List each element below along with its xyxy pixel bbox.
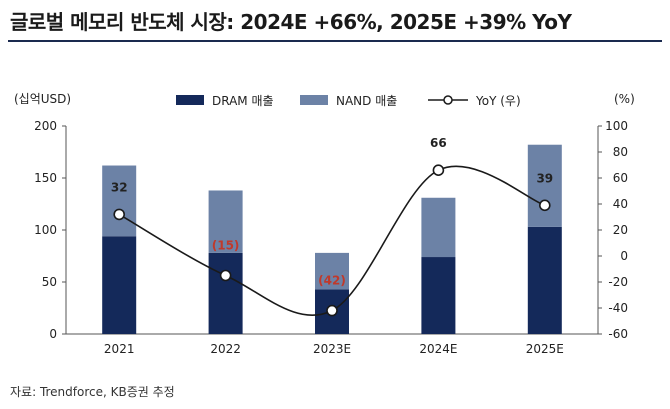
right-tick-label: 100: [605, 119, 628, 133]
legend-dram-swatch: [176, 95, 204, 105]
left-tick-label: 150: [34, 171, 57, 185]
dram-bar: [102, 236, 137, 334]
right-tick-label: 0: [620, 249, 628, 263]
left-axis-label: (십억USD): [14, 92, 71, 106]
right-tick-label: 20: [613, 223, 628, 237]
right-tick-label: -40: [608, 301, 628, 315]
legend-dram-label: DRAM 매출: [212, 94, 274, 108]
left-tick-label: 100: [34, 223, 57, 237]
legend-yoy-label: YoY (우): [475, 94, 521, 108]
x-tick-label: 2025E: [526, 342, 564, 356]
yoy-point: [538, 199, 551, 212]
x-tick-label: 2023E: [313, 342, 351, 356]
nand-bar: [102, 165, 137, 237]
yoy-point: [432, 164, 445, 176]
chart-title: 글로벌 메모리 반도체 시장: 2024E +66%, 2025E +39% Y…: [10, 10, 572, 34]
yoy-point: [113, 208, 125, 221]
right-tick-label: 60: [613, 171, 628, 185]
yoy-point: [219, 269, 232, 282]
right-tick-label: 80: [613, 145, 628, 159]
left-tick-label: 50: [42, 275, 57, 289]
x-tick-label: 2021: [104, 342, 135, 356]
yoy-data-label: 39: [536, 171, 553, 185]
left-tick-label: 0: [49, 327, 57, 341]
left-tick-label: 200: [34, 119, 57, 133]
yoy-data-label: (42): [318, 274, 346, 288]
nand-bar: [527, 144, 562, 227]
title-divider: [8, 40, 662, 42]
x-tick-label: 2022: [210, 342, 241, 356]
dram-bar: [527, 226, 562, 334]
dram-bar: [208, 252, 243, 334]
source-note: 자료: Trendforce, KB증권 추정: [10, 385, 175, 399]
x-tick-label: 2024E: [419, 342, 457, 356]
nand-bar: [421, 197, 456, 258]
yoy-data-label: 66: [430, 136, 447, 150]
nand-bar: [208, 190, 243, 253]
right-axis-label: (%): [614, 92, 635, 106]
yoy-data-label: (15): [212, 239, 240, 253]
legend-nand-swatch: [300, 95, 328, 105]
right-tick-label: -60: [608, 327, 628, 341]
right-tick-label: 40: [613, 197, 628, 211]
legend-yoy-marker: [443, 95, 453, 105]
dram-bar: [421, 257, 456, 334]
yoy-data-label: 32: [111, 180, 128, 194]
nand-bar: [315, 252, 349, 290]
legend-nand-label: NAND 매출: [336, 94, 397, 108]
yoy-point: [326, 304, 338, 317]
right-tick-label: -20: [608, 275, 628, 289]
